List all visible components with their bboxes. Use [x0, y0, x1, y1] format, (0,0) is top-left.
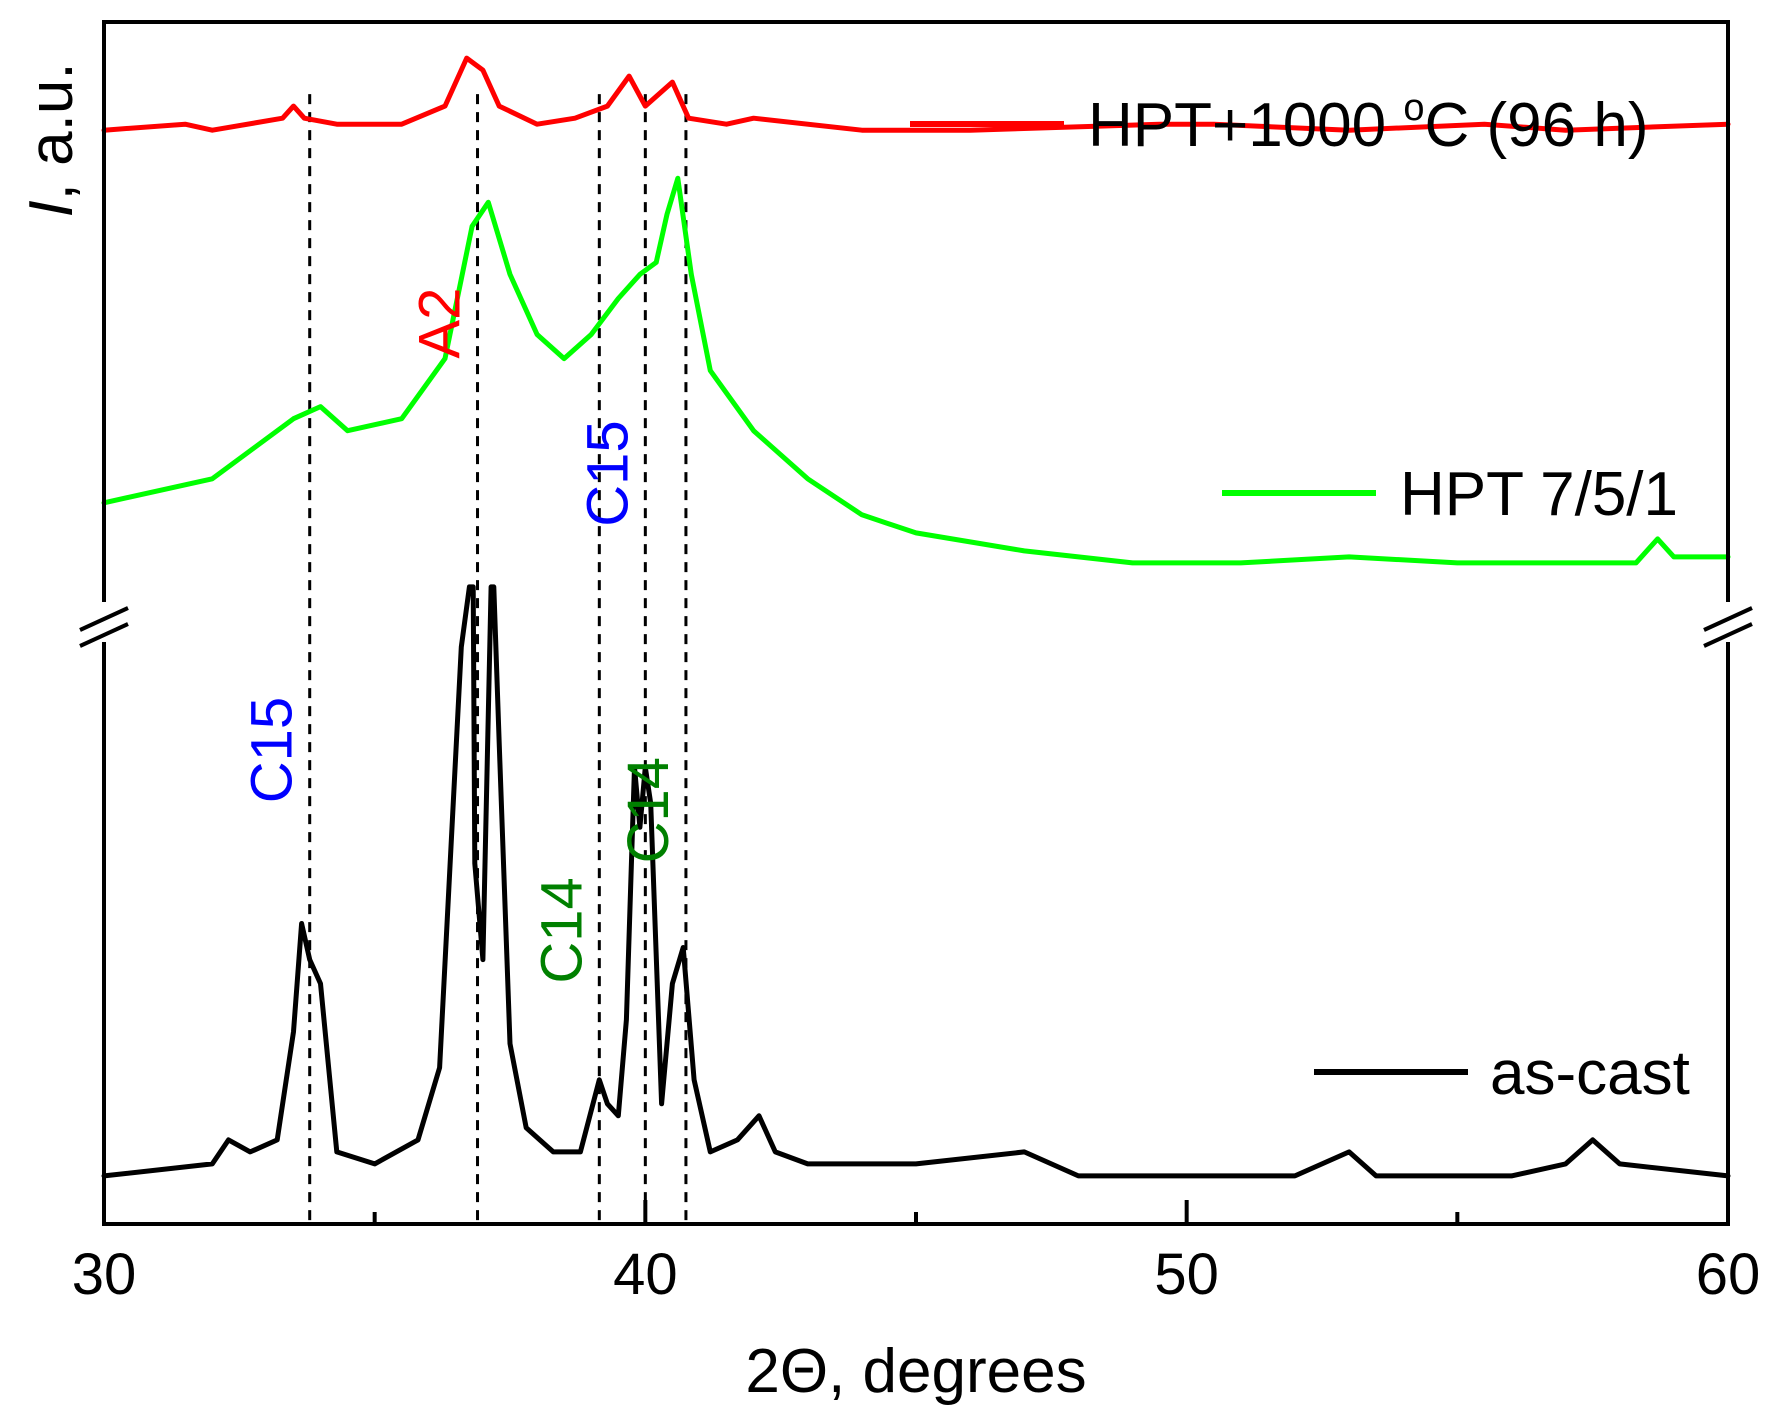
legend-label-hpt-1000: HPT+1000 oC (96 h) [1088, 87, 1648, 160]
x-axis-title: 2Θ, degrees [745, 1337, 1086, 1406]
x-tick-label: 40 [613, 1242, 678, 1307]
legend: HPT+1000 oC (96 h) HPT 7/5/1 as-cast [910, 87, 1690, 1108]
x-tick-label: 50 [1154, 1242, 1219, 1307]
axis-break-marks [74, 602, 1758, 648]
reference-lines [308, 94, 688, 1224]
series-line-as-cast [101, 584, 1731, 1179]
legend-label-hpt-751: HPT 7/5/1 [1400, 460, 1678, 529]
series-line-hpt-1000-c-96-h [101, 55, 1731, 133]
peak-label-c15-1: C15 [240, 697, 305, 803]
x-tick-label: 30 [72, 1242, 137, 1307]
peak-annotations: C15 A2 C14 C15 C14 [240, 288, 681, 984]
y-axis-title: I, a.u. [17, 62, 86, 217]
series-line-hpt-7-5-1 [101, 175, 1731, 566]
plot-frame [102, 20, 1730, 1226]
peak-label-c14-5: C14 [616, 757, 681, 863]
peak-label-c15-4: C15 [575, 420, 640, 526]
peak-label-a2-2: A2 [408, 288, 473, 359]
peak-label-c14-3: C14 [529, 877, 594, 983]
legend-label-as-cast: as-cast [1490, 1039, 1690, 1108]
x-ticks: 30 40 50 60 [72, 1200, 1761, 1307]
series-layer [101, 55, 1731, 1179]
x-tick-label: 60 [1696, 1242, 1761, 1307]
